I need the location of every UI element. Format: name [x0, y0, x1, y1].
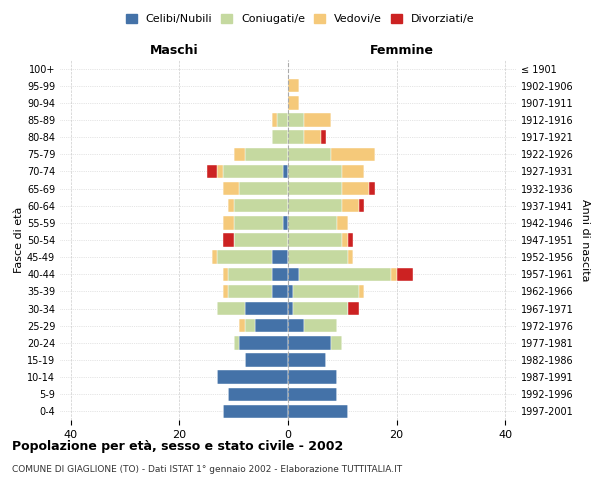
- Bar: [331, 148, 375, 161]
- Bar: [288, 284, 293, 298]
- Bar: [239, 319, 245, 332]
- Bar: [331, 336, 342, 349]
- Bar: [288, 302, 293, 316]
- Bar: [228, 284, 272, 298]
- Bar: [223, 182, 239, 196]
- Bar: [245, 319, 256, 332]
- Bar: [272, 114, 277, 126]
- Bar: [217, 250, 272, 264]
- Bar: [288, 250, 348, 264]
- Text: Femmine: Femmine: [370, 44, 434, 57]
- Bar: [223, 164, 283, 178]
- Bar: [288, 336, 331, 349]
- Bar: [223, 404, 288, 418]
- Bar: [228, 268, 272, 281]
- Bar: [234, 216, 283, 230]
- Bar: [391, 268, 397, 281]
- Bar: [288, 354, 326, 366]
- Bar: [288, 404, 348, 418]
- Bar: [348, 302, 359, 316]
- Bar: [272, 250, 288, 264]
- Bar: [272, 268, 288, 281]
- Bar: [234, 148, 245, 161]
- Bar: [288, 319, 304, 332]
- Bar: [288, 199, 342, 212]
- Bar: [288, 148, 331, 161]
- Bar: [304, 114, 331, 126]
- Bar: [217, 164, 223, 178]
- Bar: [288, 96, 299, 110]
- Bar: [223, 284, 228, 298]
- Bar: [342, 182, 370, 196]
- Bar: [293, 302, 348, 316]
- Bar: [370, 182, 375, 196]
- Bar: [359, 284, 364, 298]
- Bar: [320, 130, 326, 144]
- Bar: [217, 302, 245, 316]
- Bar: [304, 319, 337, 332]
- Bar: [288, 130, 304, 144]
- Bar: [277, 114, 288, 126]
- Bar: [206, 164, 217, 178]
- Bar: [228, 388, 288, 401]
- Bar: [239, 182, 288, 196]
- Bar: [299, 268, 391, 281]
- Bar: [245, 148, 288, 161]
- Bar: [223, 234, 234, 246]
- Text: Maschi: Maschi: [149, 44, 199, 57]
- Bar: [245, 302, 288, 316]
- Bar: [293, 284, 359, 298]
- Bar: [288, 164, 342, 178]
- Bar: [342, 199, 359, 212]
- Bar: [397, 268, 413, 281]
- Bar: [245, 354, 288, 366]
- Bar: [288, 388, 337, 401]
- Bar: [272, 130, 288, 144]
- Bar: [288, 79, 299, 92]
- Bar: [342, 234, 348, 246]
- Bar: [342, 164, 364, 178]
- Text: Popolazione per età, sesso e stato civile - 2002: Popolazione per età, sesso e stato civil…: [12, 440, 343, 453]
- Bar: [283, 216, 288, 230]
- Bar: [359, 199, 364, 212]
- Bar: [217, 370, 288, 384]
- Y-axis label: Anni di nascita: Anni di nascita: [580, 198, 590, 281]
- Bar: [288, 114, 304, 126]
- Bar: [348, 250, 353, 264]
- Bar: [288, 182, 342, 196]
- Bar: [288, 370, 337, 384]
- Bar: [234, 234, 288, 246]
- Bar: [223, 268, 228, 281]
- Bar: [288, 216, 337, 230]
- Text: COMUNE DI GIAGLIONE (TO) - Dati ISTAT 1° gennaio 2002 - Elaborazione TUTTITALIA.: COMUNE DI GIAGLIONE (TO) - Dati ISTAT 1°…: [12, 466, 402, 474]
- Bar: [283, 164, 288, 178]
- Bar: [234, 199, 288, 212]
- Bar: [212, 250, 217, 264]
- Bar: [223, 216, 234, 230]
- Bar: [348, 234, 353, 246]
- Bar: [256, 319, 288, 332]
- Legend: Celibi/Nubili, Coniugati/e, Vedovi/e, Divorziati/e: Celibi/Nubili, Coniugati/e, Vedovi/e, Di…: [122, 10, 478, 28]
- Bar: [288, 234, 342, 246]
- Bar: [288, 268, 299, 281]
- Bar: [234, 336, 239, 349]
- Bar: [337, 216, 348, 230]
- Bar: [272, 284, 288, 298]
- Bar: [228, 199, 234, 212]
- Bar: [304, 130, 320, 144]
- Bar: [239, 336, 288, 349]
- Y-axis label: Fasce di età: Fasce di età: [14, 207, 24, 273]
